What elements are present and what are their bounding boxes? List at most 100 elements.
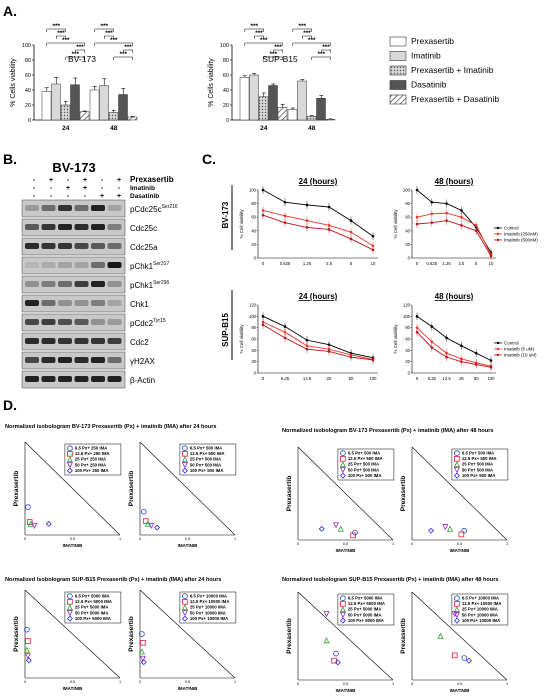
legend-entry: 25 Px+ 500 IMA [190,457,221,462]
significance-bracket [321,49,331,53]
legend-box [64,443,122,476]
row-label: SUP-B15 [221,313,230,347]
panel-a: A. BV-173 % Cells viability 0 20 40 60 80 100 24 *… [3,3,499,132]
category-label: 48 [110,125,118,132]
data-point [261,213,265,217]
chart-title: 48 (hours) [435,177,474,186]
additivity-line [411,591,508,681]
band [41,205,56,211]
x-tick-label: 6.25 [428,376,437,381]
y-axis-label: % Cell viability [239,209,244,239]
band [91,205,105,211]
y-tick-label: 60 [223,73,229,79]
marker-diamond [66,467,73,474]
marker-triangle-up [23,646,30,653]
line-chart-2: 24 (hours) % Cell viability 0 20 40 60 80 100 0 0… [239,177,378,266]
marker-diamond [181,467,188,474]
band [107,205,122,211]
marker-circle [182,593,188,599]
marker-square [458,531,465,538]
blot-superscript: Ser216 [162,204,178,210]
panel-label-d: D. [3,397,17,413]
data-point [283,336,287,340]
bar [277,107,288,121]
x-tick-label: 0.5 [343,682,348,686]
data-point [371,358,375,362]
legend-marker [496,238,500,242]
band [25,281,39,287]
bar [268,85,278,121]
series-line [416,327,492,367]
data-point [327,228,331,231]
legend-marker [496,232,500,236]
legend-marker [496,341,500,345]
x-tick-label: 2.5 [326,261,332,266]
band [91,243,105,249]
x-tick-label: 6.25 [281,376,290,381]
x-tick-label: 50 [474,376,479,381]
y-tick-label: 80 [223,58,229,64]
legend-entry: 25 Px+ 5000 IMA [75,605,109,610]
y-tick-label: 60 [251,215,256,220]
data-point [445,211,448,215]
legend-entry: 12.5 Px+ 10000 IMA [462,601,502,606]
y-tick-label: 120 [403,303,411,308]
bar [249,74,259,121]
data-point [327,224,331,227]
blot-label: pCdc2Tyr15 [130,318,166,328]
y-axis-label: Prexasertib [400,618,407,653]
legend-entry: 25 Px+ 10000 IMA [190,605,226,610]
marker-diamond [140,659,147,666]
legend-box [337,448,395,481]
data-point [445,355,448,359]
x-tick-label: 1 [234,537,236,541]
legend-entry: 6.5 Px+ 10000 IMA [462,596,499,601]
additivity-line [411,446,508,541]
marker-triangle-down [139,655,146,662]
treatment-sign: + [83,177,87,184]
blot-strip [21,256,126,275]
data-point [445,336,448,340]
marker-diamond [181,615,188,622]
blot-strip [21,218,126,237]
treatment-sign: - [33,177,36,184]
y-axis-label: % Cell viability [393,209,398,239]
legend-entry: 12.5 Px+ 500 IMA [348,456,383,461]
y-tick-label: 100 [403,314,411,319]
marker-triangle-down [181,462,188,469]
treatment-label: Imatinib [130,185,155,192]
x-axis-label: IMATINIB [450,688,470,693]
bar [297,80,307,121]
band [41,224,56,230]
band [74,205,89,211]
legend-entry: 12.5 Px+ 5000 IMA [75,599,112,604]
legend-entry: 12.5 Px+ 5000 IMA [348,601,385,606]
significance-label: *** [52,23,60,30]
legend-entry: 6.5 Px+ 10000 IMA [190,594,227,599]
band [41,338,56,344]
x-tick-label: 0 [24,680,26,684]
y-axis-label: Prexasertib [286,618,293,653]
significance-bracket [273,49,283,53]
legend-a: Prexasertib Imatinib Prexasertib + Imatini… [389,36,499,105]
treatment-sign: - [33,185,36,192]
significance-label: *** [110,37,118,44]
legend-entry: Prexasertib + Imatinib [411,65,494,75]
data-point [460,215,463,219]
significance-bracket [244,28,264,32]
marker-circle [454,595,460,601]
data-point [305,338,309,342]
legend-entry: 12.5 Px+ 10000 IMA [190,599,230,604]
series-line [262,324,374,361]
chart-title: Normalized isobologram SUP-B15 Prexasert… [282,577,499,583]
x-tick-label: 0.5 [70,680,75,684]
bar [239,77,250,121]
marker-circle [24,626,30,633]
y-axis-label: Prexasertib [286,476,293,511]
band [91,224,105,230]
y-tick-label: 20 [251,359,256,364]
category-label: 24 [62,125,70,132]
legend-swatch [389,65,407,76]
additivity-line [139,589,236,679]
x-tick-label: 0 [262,261,265,266]
